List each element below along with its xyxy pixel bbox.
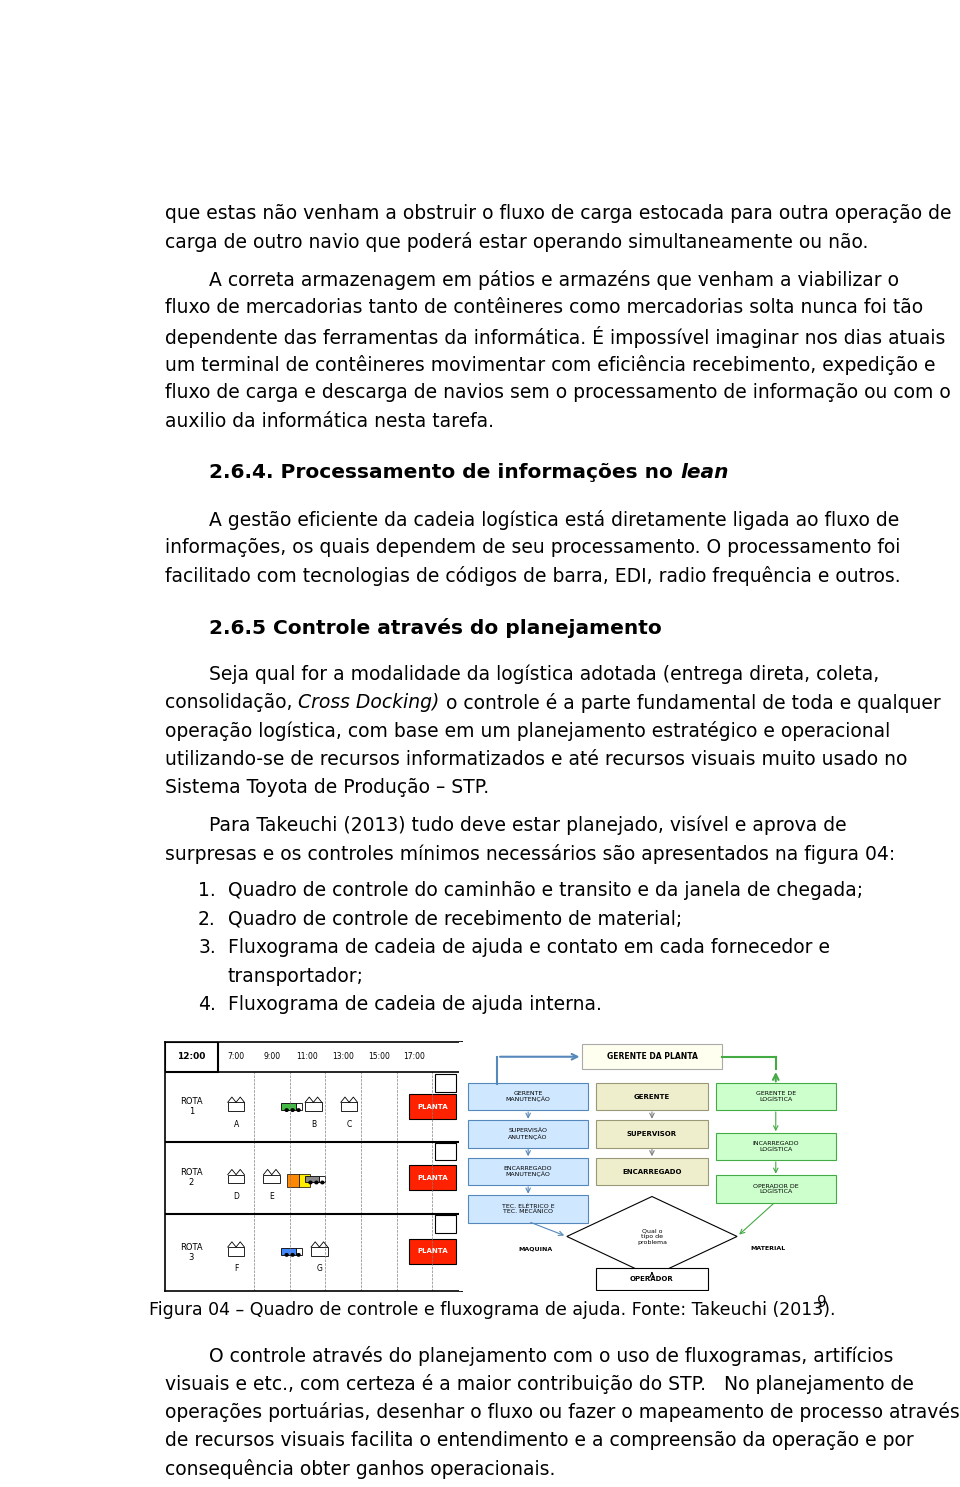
Text: informações, os quais dependem de seu processamento. O processamento foi: informações, os quais dependem de seu pr… [165,538,900,558]
Text: transportador;: transportador; [228,967,364,986]
Text: Seja qual for a modalidade da logística adotada (entrega direta, coleta,: Seja qual for a modalidade da logística … [209,665,879,684]
Text: Fluxograma de cadeia de ajuda e contato em cada fornecedor e: Fluxograma de cadeia de ajuda e contato … [228,938,829,958]
Text: que estas não venham a obstruir o fluxo de carga estocada para outra operação de: que estas não venham a obstruir o fluxo … [165,204,951,223]
Text: 2.6.5 Controle através do planejamento: 2.6.5 Controle através do planejamento [209,617,662,638]
Text: o controle é a parte fundamental de toda e qualquer: o controle é a parte fundamental de toda… [440,693,940,712]
Text: 3.: 3. [198,938,216,958]
Text: auxilio da informática nesta tarefa.: auxilio da informática nesta tarefa. [165,412,493,431]
Text: 2.6.4. Processamento de informações no: 2.6.4. Processamento de informações no [209,462,680,482]
Text: facilitado com tecnologias de códigos de barra, EDI, radio frequência e outros.: facilitado com tecnologias de códigos de… [165,567,900,586]
Text: fluxo de mercadorias tanto de contêineres como mercadorias solta nunca foi tão: fluxo de mercadorias tanto de contêinere… [165,297,923,317]
Text: de recursos visuais facilita o entendimento e a compreensão da operação e por: de recursos visuais facilita o entendime… [165,1430,913,1450]
Text: fluxo de carga e descarga de navios sem o processamento de informação ou com o: fluxo de carga e descarga de navios sem … [165,384,950,401]
Text: Quadro de controle de recebimento de material;: Quadro de controle de recebimento de mat… [228,910,683,929]
Text: Sistema Toyota de Produção – STP.: Sistema Toyota de Produção – STP. [165,778,489,797]
Text: A gestão eficiente da cadeia logística está diretamente ligada ao fluxo de: A gestão eficiente da cadeia logística e… [209,510,900,529]
Text: 9: 9 [817,1295,827,1310]
Text: Fluxograma de cadeia de ajuda interna.: Fluxograma de cadeia de ajuda interna. [228,995,602,1014]
Text: operação logística, com base em um planejamento estratégico e operacional: operação logística, com base em um plane… [165,721,890,741]
Text: Figura 04 – Quadro de controle e fluxograma de ajuda. Fonte: Takeuchi (2013).: Figura 04 – Quadro de controle e fluxogr… [149,1301,835,1319]
Text: dependente das ferramentas da informática. É impossível imaginar nos dias atuais: dependente das ferramentas da informátic… [165,326,945,348]
Text: lean: lean [680,462,729,482]
Text: 4.: 4. [198,995,216,1014]
Text: A correta armazenagem em pátios e armazéns que venham a viabilizar o: A correta armazenagem em pátios e armazé… [209,269,900,290]
Text: 2.: 2. [198,910,216,929]
Text: consequência obter ganhos operacionais.: consequência obter ganhos operacionais. [165,1459,555,1480]
Text: visuais e etc., com certeza é a maior contribuição do STP.   No planejamento de: visuais e etc., com certeza é a maior co… [165,1374,914,1393]
Text: Quadro de controle do caminhão e transito e da janela de chegada;: Quadro de controle do caminhão e transit… [228,882,863,901]
Text: utilizando-se de recursos informatizados e até recursos visuais muito usado no: utilizando-se de recursos informatizados… [165,749,907,769]
Text: operações portuárias, desenhar o fluxo ou fazer o mapeamento de processo através: operações portuárias, desenhar o fluxo o… [165,1402,959,1422]
Text: um terminal de contêineres movimentar com eficiência recebimento, expedição e: um terminal de contêineres movimentar co… [165,355,935,375]
Text: carga de outro navio que poderá estar operando simultaneamente ou não.: carga de outro navio que poderá estar op… [165,232,868,251]
Text: consolidação,: consolidação, [165,693,299,712]
Text: surpresas e os controles mínimos necessários são apresentados na figura 04:: surpresas e os controles mínimos necessá… [165,845,895,864]
Text: O controle através do planejamento com o uso de fluxogramas, artifícios: O controle através do planejamento com o… [209,1346,894,1365]
Text: Cross Docking): Cross Docking) [299,693,440,712]
Text: Para Takeuchi (2013) tudo deve estar planejado, visível e aprova de: Para Takeuchi (2013) tudo deve estar pla… [209,815,847,836]
Text: 1.: 1. [198,882,216,901]
